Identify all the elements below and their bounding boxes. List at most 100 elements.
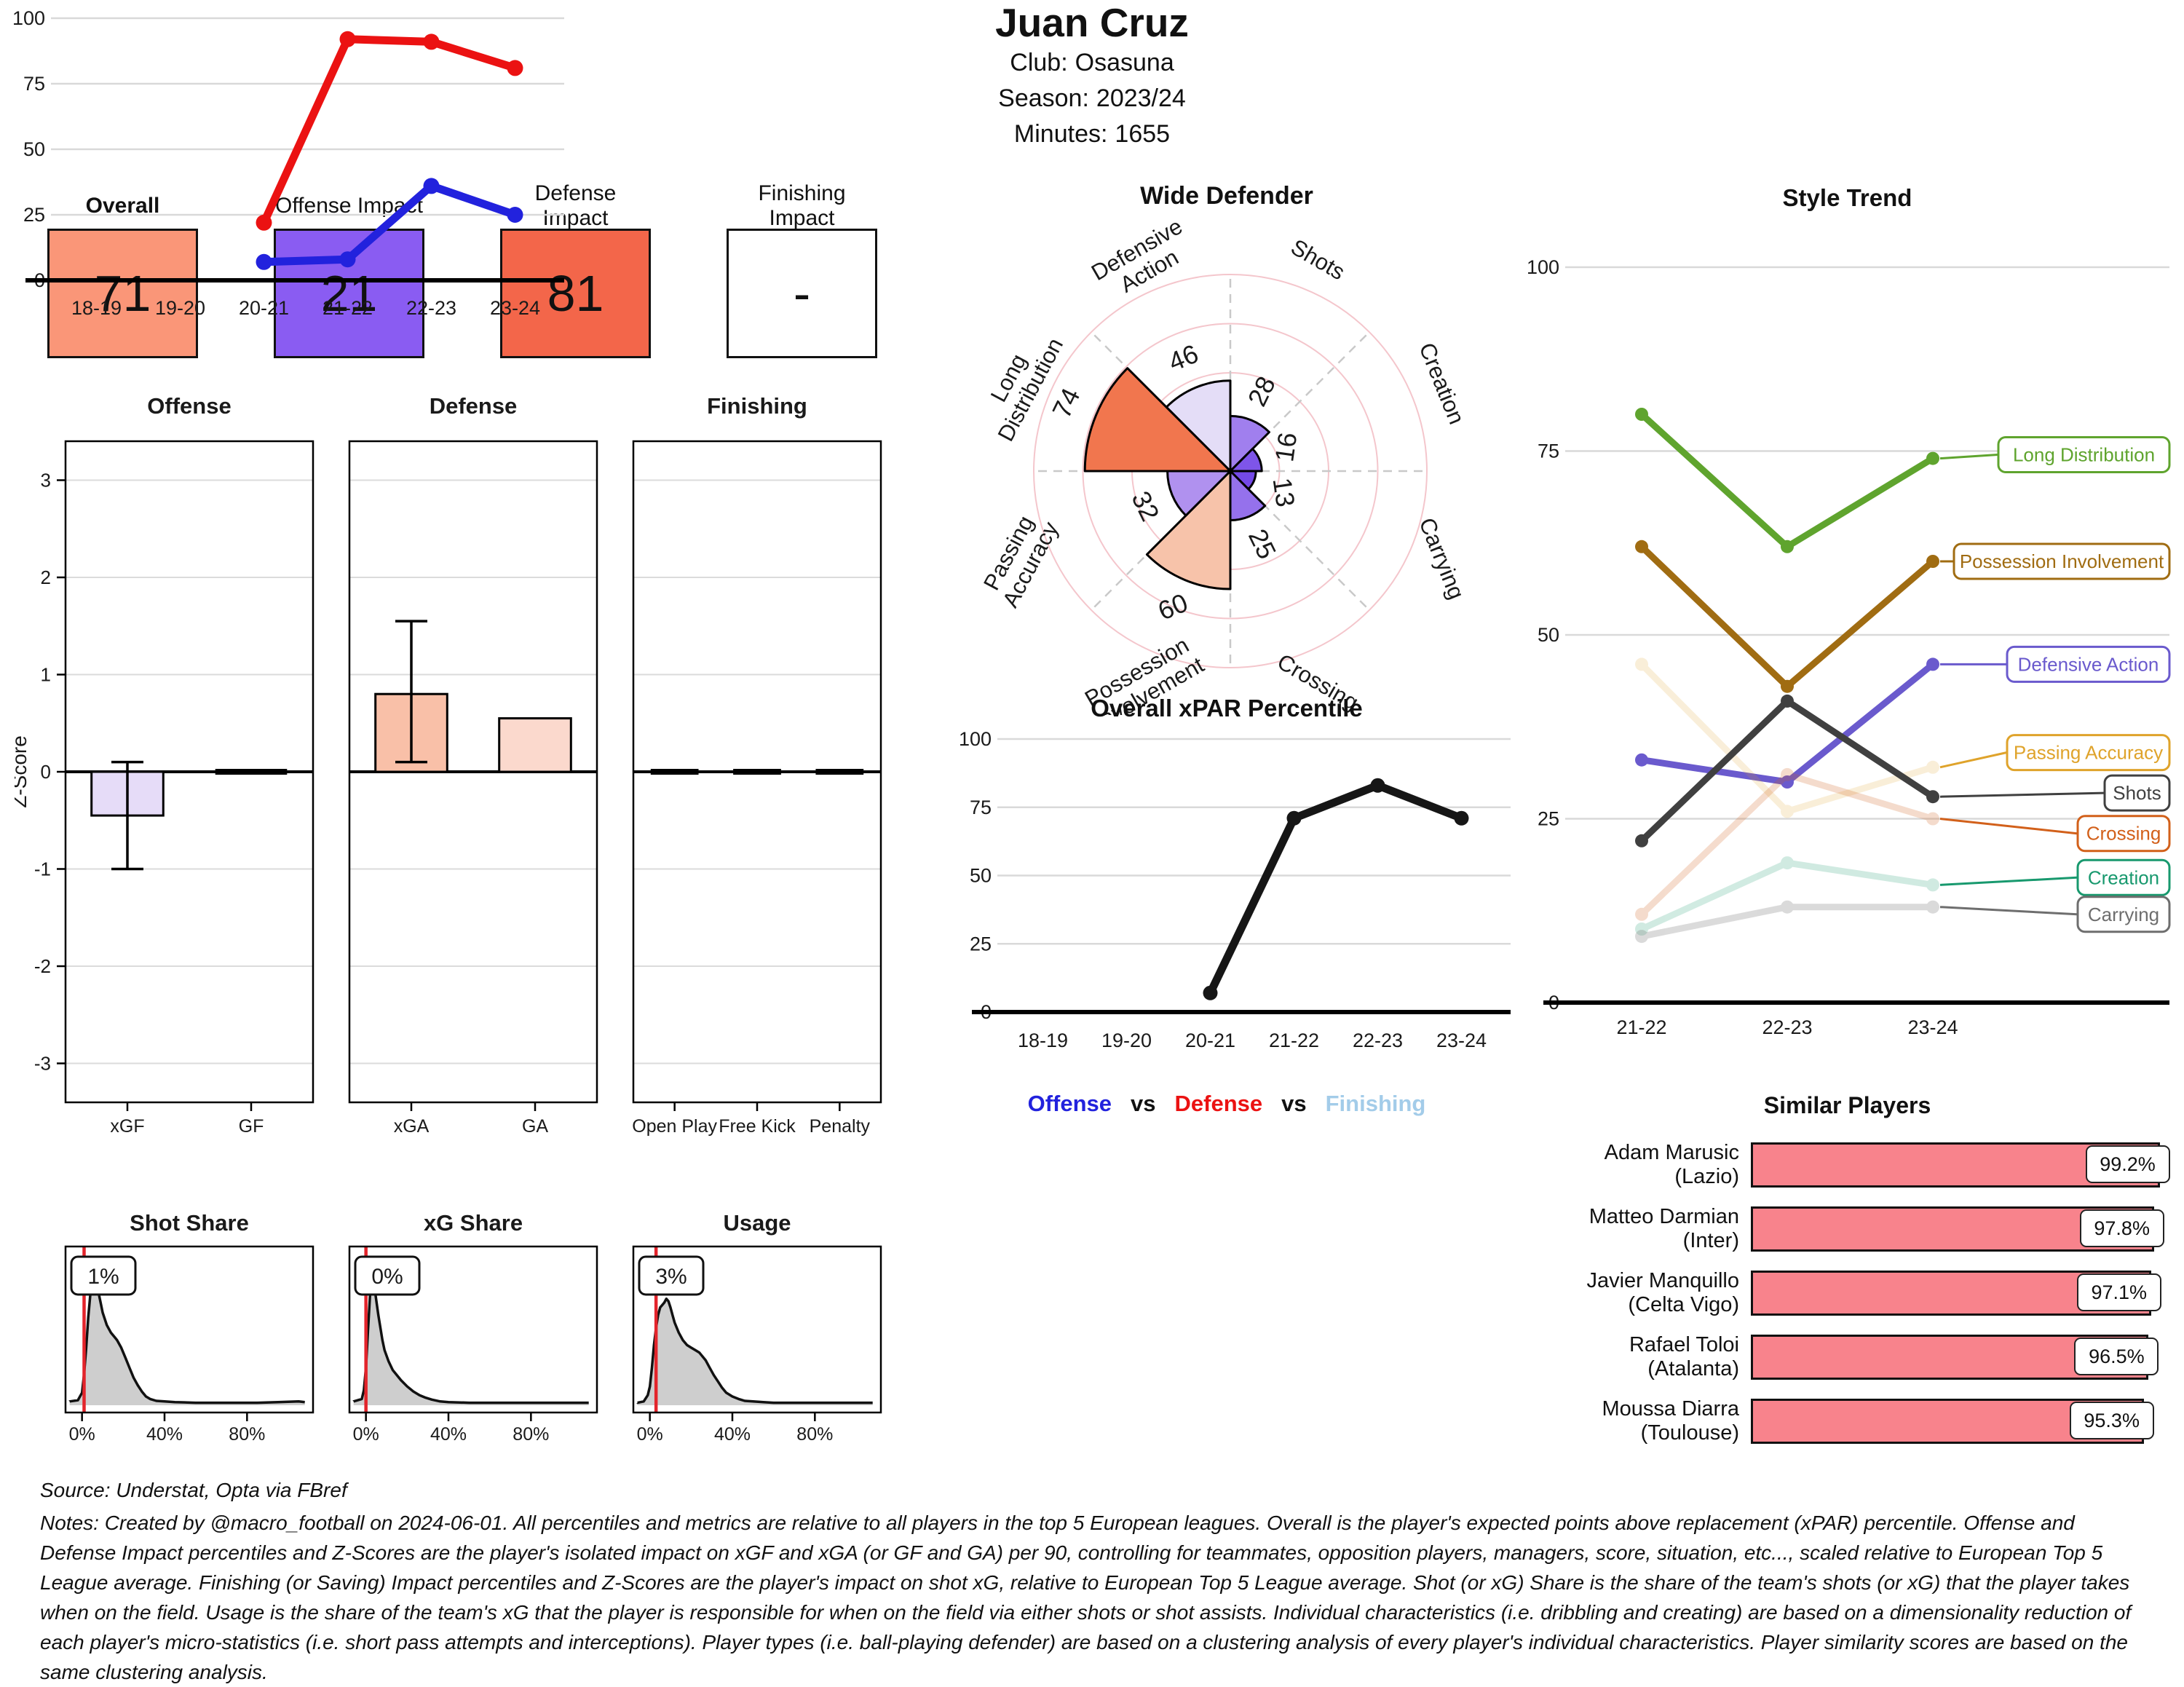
x-tick-label: 18-19 <box>71 297 122 319</box>
svg-text:Creation: Creation <box>1414 339 1469 428</box>
radar-axis-label: Shots <box>1286 234 1349 285</box>
density-panel-shot_share: Shot Share 1% 0% 40% 80% <box>64 1210 314 1445</box>
radar-value-label: 16 <box>1269 430 1302 463</box>
density-panel-usage: Usage 3% 0% 40% 80% <box>632 1210 882 1445</box>
footnotes: Source: Understat, Opta via FBref Notes:… <box>40 1475 2145 1687</box>
annotation-value: 0% <box>371 1265 403 1289</box>
x-tick-label: 23-24 <box>1436 1030 1487 1051</box>
x-tick-label: 23-24 <box>1907 1016 1958 1038</box>
y-tick-label: 75 <box>23 73 45 95</box>
similar-player-name: Javier Manquillo (Celta Vigo) <box>1586 1269 1739 1316</box>
x-tick-label: Open Play <box>632 1116 717 1137</box>
xpar-title: Overall xPAR Percentile <box>1091 695 1363 722</box>
player-club: Club: Osasuna <box>1010 49 1174 76</box>
x-tick-label: 21-22 <box>1269 1030 1319 1051</box>
svg-text:Shots: Shots <box>1286 234 1349 285</box>
trend-label-shots: Shots <box>1939 774 2171 812</box>
source-note: Source: Understat, Opta via FBref <box>40 1479 347 1501</box>
y-tick-label: 25 <box>23 204 45 226</box>
similar-player-row: Javier Manquillo (Celta Vigo) 97.1% <box>1518 1261 2177 1325</box>
title-word: Finishing <box>1325 1091 1426 1116</box>
similarity-value-badge: 97.1% <box>2076 1273 2161 1311</box>
x-tick-label: xGA <box>394 1116 430 1137</box>
series-defense <box>256 31 523 231</box>
x-tick-label: 21-22 <box>323 297 373 319</box>
similar-player-name: Adam Marusic (Lazio) <box>1604 1141 1739 1188</box>
radar-value-label: 28 <box>1242 371 1281 411</box>
series-defensive-action <box>1635 657 1939 789</box>
x-tick-label: Penalty <box>810 1116 871 1137</box>
radar-wedge-long-distribution <box>1083 367 1232 473</box>
svg-text:Offense: Offense <box>147 393 231 419</box>
y-tick-label: 25 <box>970 933 992 955</box>
similarity-value-badge: 96.5% <box>2074 1338 2159 1375</box>
impact-cards-row: Overall 71 Offense Impact 21 Defense Impact 8… <box>15 181 910 369</box>
y-tick-label: 1 <box>41 664 51 686</box>
title-word: vs <box>1281 1091 1307 1116</box>
x-tick-label: 22-23 <box>406 297 456 319</box>
y-tick-label: 100 <box>12 7 45 29</box>
x-tick-label: 40% <box>714 1424 751 1445</box>
x-tick-label: 40% <box>430 1424 467 1445</box>
similarity-value-badge: 95.3% <box>2069 1402 2154 1439</box>
annotation-value: 3% <box>655 1265 687 1289</box>
title-word: Offense <box>1027 1091 1112 1116</box>
y-tick-label: 25 <box>1538 808 1559 830</box>
y-tick-label: 0 <box>41 761 51 783</box>
impact-card-value: - <box>727 229 877 358</box>
radar-wedge-defensive-action <box>1165 379 1232 473</box>
series-passing-accuracy <box>1635 657 1939 818</box>
series-carrying <box>1635 900 1939 944</box>
y-tick-label: 2 <box>41 566 51 588</box>
similar-player-row: Rafael Toloi (Atalanta) 96.5% <box>1518 1325 2177 1389</box>
impact-card-finishing-impact: Finishing Impact - <box>727 181 877 369</box>
zscore-panel-finishing: Finishing Open Play Free Kick Penalty <box>632 393 882 1137</box>
trend-label-passing-accuracy: Passing Accuracy <box>1939 734 2171 772</box>
y-tick-label: 75 <box>1538 440 1559 462</box>
radar-wedge-shots <box>1229 414 1270 473</box>
trend-label-carrying: Carrying <box>1939 896 2171 933</box>
impact-card-defense-impact: Defense Impact 81 <box>500 181 651 369</box>
radar-wedge-creation <box>1229 448 1263 473</box>
y-tick-label: 75 <box>970 797 992 818</box>
trend-label-crossing: Crossing <box>1939 815 2171 853</box>
radar-value-label: 60 <box>1154 588 1192 626</box>
impact-card-label: Defense Impact <box>534 181 617 230</box>
svg-text:Carrying: Carrying <box>1414 514 1469 603</box>
player-minutes: Minutes: 1655 <box>1013 120 1171 148</box>
title-word: Defense <box>1174 1091 1263 1116</box>
trend-label-long-distribution: Long Distribution <box>1939 436 2171 474</box>
zscore-panel-offense: Offense xGF GF 3 2 1 0 -1 -2 -3 <box>34 393 314 1137</box>
x-tick-label: 0% <box>353 1424 379 1445</box>
trend-label-creation: Creation <box>1939 858 2171 896</box>
svg-text:Possession Involvement: Possession Involvement <box>1960 550 2164 572</box>
x-tick-label: 0% <box>69 1424 95 1445</box>
y-tick-label: 50 <box>23 138 45 160</box>
similarity-value-badge: 97.8% <box>2079 1209 2164 1247</box>
svg-text:Defensive Action: Defensive Action <box>2018 653 2159 675</box>
svg-text:Passing Accuracy: Passing Accuracy <box>2014 742 2163 764</box>
style-trend-title: Style Trend <box>1782 184 1912 211</box>
radar-wedge-possession-involvement <box>1145 470 1232 590</box>
y-tick-label: -1 <box>34 858 51 880</box>
zscore-panel-defense: Defense xGA GA <box>348 393 598 1137</box>
y-tick-label: 3 <box>41 470 51 491</box>
x-tick-label: 19-20 <box>1101 1030 1152 1051</box>
player-header: Juan Cruz Club: Osasuna Season: 2023/24 Mi… <box>0 0 2184 152</box>
similar-player-row: Adam Marusic (Lazio) 99.2% <box>1518 1133 2177 1197</box>
annotation-box <box>638 1255 705 1296</box>
similarity-bar-track: 99.2% <box>1751 1133 2177 1197</box>
impact-card-label: Finishing Impact <box>758 181 846 230</box>
x-tick-label: 40% <box>146 1424 183 1445</box>
x-tick-label: 20-21 <box>1185 1030 1235 1051</box>
similar-player-row: Matteo Darmian (Inter) 97.8% <box>1518 1197 2177 1261</box>
similar-player-name: Matteo Darmian (Inter) <box>1588 1205 1739 1252</box>
annotation-value: 1% <box>87 1265 119 1289</box>
x-tick-label: 80% <box>229 1424 265 1445</box>
impact-card-value: 81 <box>500 229 651 358</box>
x-tick-label: 0% <box>637 1424 663 1445</box>
